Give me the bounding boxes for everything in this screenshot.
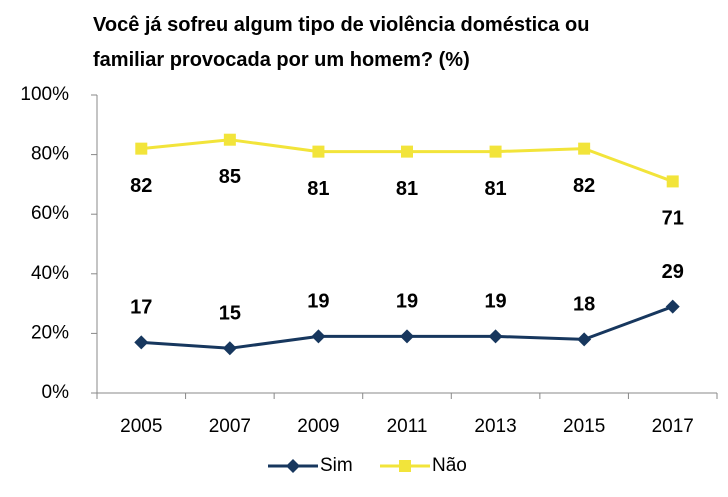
data-label: 19 <box>396 291 418 313</box>
y-tick-label: 40% <box>31 263 69 284</box>
data-point <box>400 329 414 344</box>
data-point <box>577 332 592 347</box>
legend-marker <box>286 459 300 473</box>
data-label: 82 <box>130 175 152 197</box>
y-tick-label: 20% <box>31 322 69 343</box>
data-point <box>134 335 149 350</box>
data-label: 17 <box>130 297 152 319</box>
data-label: 19 <box>307 291 329 313</box>
data-point <box>222 341 237 356</box>
x-tick-label: 2007 <box>209 416 251 437</box>
data-point <box>312 145 325 158</box>
data-label: 71 <box>662 208 684 230</box>
data-label: 19 <box>484 291 506 313</box>
x-tick-label: 2009 <box>297 416 339 437</box>
data-point <box>489 145 502 158</box>
data-label: 82 <box>573 175 595 197</box>
legend-label: Sim <box>320 455 353 476</box>
data-point <box>135 142 148 155</box>
data-label: 85 <box>219 166 241 188</box>
x-tick-label: 2005 <box>120 416 162 437</box>
y-tick-label: 60% <box>31 203 69 224</box>
legend-marker <box>399 460 411 472</box>
data-point <box>578 142 591 155</box>
data-point <box>401 145 413 158</box>
x-tick-label: 2017 <box>652 416 694 437</box>
y-tick-label: 100% <box>20 84 69 105</box>
y-tick-label: 0% <box>42 382 70 403</box>
legend-label: Não <box>432 455 467 476</box>
data-point <box>665 299 680 314</box>
data-label: 81 <box>307 178 329 200</box>
data-point <box>223 133 236 146</box>
y-tick-label: 80% <box>31 144 69 165</box>
data-label: 81 <box>396 178 418 200</box>
data-point <box>666 175 679 188</box>
chart-title: Você já sofreu algum tipo de violência d… <box>93 14 589 71</box>
data-label: 81 <box>484 178 506 200</box>
data-point <box>488 329 503 344</box>
data-label: 18 <box>573 294 595 316</box>
data-label: 29 <box>662 261 684 283</box>
x-tick-label: 2011 <box>387 416 428 437</box>
data-label: 15 <box>219 303 241 325</box>
x-tick-label: 2015 <box>563 416 605 437</box>
data-point <box>311 329 326 344</box>
x-tick-label: 2013 <box>474 416 516 437</box>
